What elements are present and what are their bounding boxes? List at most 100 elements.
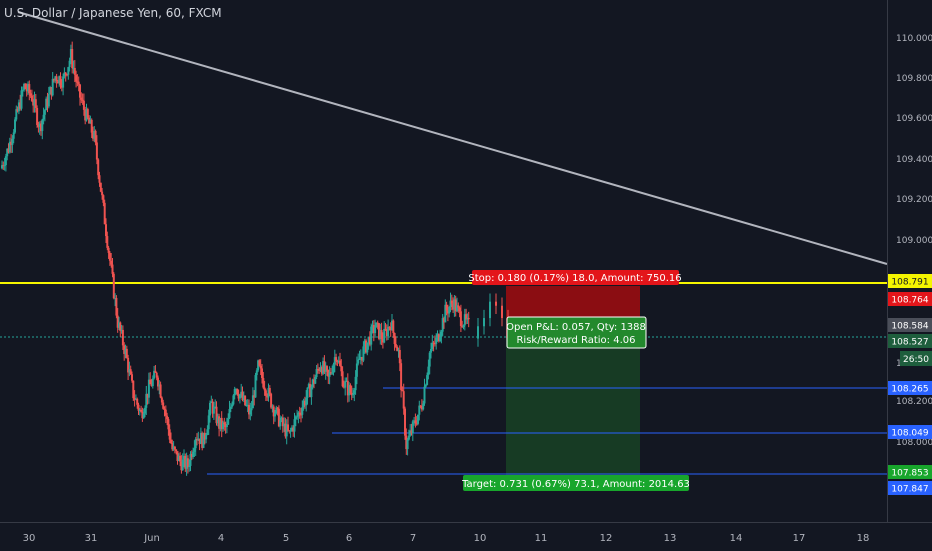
candle-body [24, 83, 27, 89]
candle-body [85, 109, 88, 121]
candle-body [305, 397, 308, 406]
candle-body [398, 349, 401, 364]
candle-body [131, 374, 133, 381]
candle-body [146, 393, 149, 398]
candle-body [49, 87, 52, 95]
candle-body [125, 348, 128, 358]
candle-body [93, 130, 96, 139]
candle-body [314, 377, 317, 384]
candle-body [210, 401, 213, 403]
level2-price-tag: 108.049 [891, 429, 928, 439]
candle-body [144, 407, 146, 414]
candle-body [151, 378, 154, 387]
target-zone [506, 338, 640, 475]
candle-body [164, 409, 167, 416]
candle-body [17, 102, 20, 112]
candle-body [43, 110, 46, 115]
candle-body [340, 365, 343, 372]
candle-body [394, 343, 397, 347]
candle-body [501, 305, 503, 319]
candle-body [67, 67, 70, 75]
candle-body [302, 400, 305, 408]
candle-body [193, 448, 196, 452]
candle-body [19, 102, 22, 109]
time-axis[interactable] [0, 522, 932, 551]
candle-body [159, 384, 162, 398]
candle-body [103, 202, 106, 225]
candle-body [331, 372, 334, 374]
candle-body [53, 78, 55, 81]
candle-body [189, 453, 192, 466]
candle-body [55, 76, 58, 82]
candle-body [59, 76, 62, 86]
candle-body [350, 392, 353, 396]
candle-body [25, 88, 28, 92]
candle-body [235, 389, 237, 391]
y-tick-label: 108.000 [896, 438, 932, 448]
candle-body [449, 300, 452, 308]
candle-body [285, 424, 288, 437]
candle-body [220, 417, 223, 430]
candle-body [7, 148, 10, 153]
candle-body [180, 461, 183, 471]
candle-body [185, 458, 188, 469]
candle-body [115, 297, 118, 316]
candle-body [422, 403, 425, 410]
candle-body [89, 119, 92, 124]
candle-body [454, 299, 457, 312]
candle-body [88, 117, 91, 124]
candle-body [426, 375, 429, 385]
candle-body [203, 432, 206, 440]
candle-body [219, 417, 222, 429]
candle-body [287, 424, 289, 431]
candle-body [280, 417, 283, 421]
price-axis[interactable] [887, 0, 932, 522]
low-price-tag: 107.847 [891, 485, 928, 495]
stop-price-tag: 108.764 [891, 296, 928, 306]
candle-body [114, 297, 117, 299]
candle-body [6, 148, 9, 157]
candle-body [40, 123, 42, 132]
candle-body [457, 305, 460, 308]
candle-body [222, 422, 224, 430]
candle-body [81, 99, 84, 101]
candle-body [441, 318, 444, 332]
candle-body [3, 165, 6, 167]
countdown-tag: 26:50 [903, 355, 929, 365]
candle-body [279, 420, 282, 427]
x-tick-label: 13 [664, 533, 677, 544]
candle-body [264, 390, 267, 396]
candle-body [245, 404, 248, 406]
candle-body [288, 430, 291, 432]
candle-body [318, 369, 321, 371]
candle-body [450, 300, 453, 304]
candle-body [437, 334, 440, 342]
candle-body [254, 375, 257, 398]
candle-body [261, 368, 263, 378]
candle-body [417, 414, 419, 424]
candle-body [188, 465, 191, 468]
candle-body [420, 406, 423, 410]
candle-body [419, 405, 422, 407]
candle-body [69, 48, 72, 61]
candle-body [242, 395, 245, 401]
candle-body [249, 410, 252, 415]
candle-body [153, 370, 156, 379]
candle-body [172, 446, 175, 450]
candle-body [23, 83, 26, 90]
candle-body [402, 391, 405, 409]
candle-body [166, 415, 169, 420]
candle-body [349, 385, 352, 393]
candle-body [145, 393, 148, 408]
candle-body [370, 326, 373, 345]
candle-body [346, 380, 349, 396]
y-tick-label: 109.000 [896, 236, 932, 246]
candle-body [348, 385, 351, 396]
candle-body [329, 372, 332, 374]
candle-body [307, 384, 310, 388]
candle-body [179, 455, 182, 462]
candle-body [227, 418, 230, 425]
candle-body [141, 411, 144, 419]
candle-body [283, 423, 286, 427]
